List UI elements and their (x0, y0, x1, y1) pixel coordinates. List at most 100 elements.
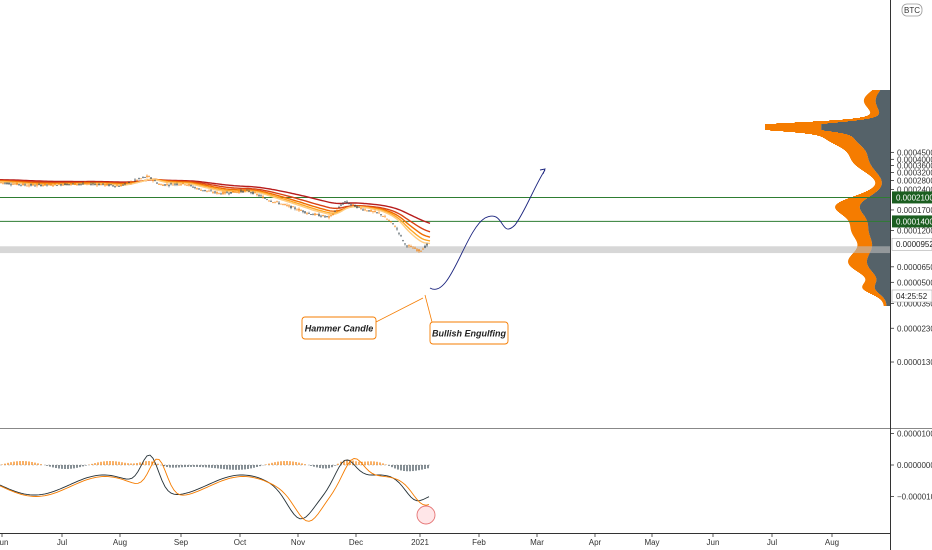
volume-profile-bar (850, 228, 869, 229)
volume-profile-bar (844, 150, 866, 151)
macd-tick-label: −0.0000100 (897, 493, 932, 502)
volume-profile-bar (867, 259, 890, 260)
volume-profile-bar (841, 214, 864, 215)
candle-body (236, 191, 238, 193)
candle-body (380, 214, 382, 216)
candle-body (36, 184, 38, 186)
resistance-lower-price-label[interactable]: 0.0001400 (892, 215, 932, 228)
macd-histogram-bar (181, 465, 183, 468)
volume-profile-bar (873, 179, 882, 180)
candle-body (200, 189, 202, 191)
macd-histogram-bar (286, 461, 288, 465)
volume-profile-bar (885, 301, 890, 302)
annotations[interactable]: Hammer Candle Bullish Engulfing (301, 294, 509, 345)
projected-path-line[interactable] (429, 169, 546, 290)
macd-histogram-bar (244, 465, 246, 470)
candle-body (252, 191, 254, 195)
volume-profile-bar (883, 305, 887, 306)
candle-body (158, 184, 160, 185)
volume-profile-bar (869, 175, 879, 176)
volume-profile-bar (867, 263, 890, 264)
price-tick-label: 0.0004500 (897, 148, 932, 157)
volume-profile-bar (874, 181, 882, 182)
last-price-price-label[interactable]: 0.0000952 (891, 237, 932, 251)
volume-profile-bar (875, 192, 890, 193)
candle-body (86, 183, 88, 185)
volume-profile-bar (875, 284, 890, 285)
candle-body (308, 213, 310, 214)
volume-profile-bar (857, 142, 890, 143)
last-price-label-bg (891, 237, 932, 251)
candle-body (232, 190, 234, 193)
horizontal-levels[interactable] (0, 196, 890, 254)
macd-histogram-bar (226, 465, 228, 470)
macd-histogram-bar (265, 464, 267, 465)
volume-profile-bar (864, 290, 877, 291)
volume-profile-bar (765, 127, 822, 128)
volume-profile-bar (850, 157, 869, 158)
volume-profile-bar (877, 190, 890, 191)
volume-profile-bar (869, 111, 879, 112)
candle-body (324, 216, 326, 218)
candle-body (326, 216, 328, 217)
volume-profile-bar (865, 96, 877, 97)
volume-profile-bar (862, 287, 875, 288)
volume-profile-bar (868, 267, 890, 268)
volume-profile-bar (855, 140, 890, 141)
volume-profile-bar (872, 167, 890, 168)
volume-profile-bar (884, 298, 890, 299)
macd-histogram-bar (196, 465, 198, 467)
volume-profile-bar (876, 191, 890, 192)
volume-profile-bar (877, 107, 890, 108)
macd-histogram-bar (406, 465, 408, 472)
macd-histogram-bar (343, 460, 345, 465)
macd-histogram-bar (427, 465, 429, 469)
macd-histogram-bar (115, 461, 117, 465)
volume-profile-bar (858, 194, 873, 195)
candle-body (70, 183, 72, 185)
volume-profile-bar (881, 300, 886, 301)
volume-profile-bar (875, 283, 890, 284)
volume-profile-bar (842, 119, 864, 120)
macd-histogram-bar (100, 461, 102, 465)
volume-profile-bar (868, 229, 890, 230)
volume-profile-bar (873, 168, 890, 169)
volume-profile-bar (879, 298, 885, 299)
volume-profile-bar (880, 299, 885, 300)
volume-profile-bar (860, 210, 890, 211)
volume-profile-bar (849, 265, 868, 266)
macd-histogram-bar (73, 465, 75, 469)
support-zone[interactable] (0, 246, 890, 254)
volume-profile-bar (853, 236, 871, 237)
candle-body (150, 177, 152, 179)
currency-badge[interactable]: BTC (901, 3, 923, 17)
candle-body (170, 183, 172, 185)
macd-histogram-bar (109, 460, 111, 465)
resistance-upper-price-label[interactable]: 0.0002100 (892, 191, 932, 204)
macd-histogram-bar (118, 461, 120, 465)
volume-profile-bar (874, 185, 882, 186)
volume-profile-bar (867, 264, 890, 265)
projection-path[interactable] (429, 168, 546, 290)
candle-body (124, 183, 126, 185)
volume-profile-bar (851, 254, 870, 255)
volume-profile-bar (850, 226, 869, 227)
macd-histogram-bar (418, 465, 420, 471)
volume-profile-bar (865, 151, 890, 152)
bullish-engulfing-callout[interactable]: Bullish Engulfing (424, 294, 509, 345)
volume-profile-bar (874, 193, 890, 194)
candle-body (340, 204, 342, 206)
macd-cross-highlight[interactable] (416, 505, 436, 525)
countdown-price-label[interactable]: 04:25:52 (891, 289, 932, 303)
volume-profile-bar (849, 135, 890, 136)
candle-body (420, 250, 422, 252)
candle-body (334, 210, 336, 212)
candle-body (262, 196, 264, 199)
hammer-candle-callout[interactable]: Hammer Candle (301, 297, 424, 340)
candle-body (80, 183, 82, 185)
volume-profile-bar (857, 166, 872, 167)
macd-histogram-bar (283, 461, 285, 465)
volume-profile-bar (852, 161, 870, 162)
candle-body (104, 184, 106, 186)
